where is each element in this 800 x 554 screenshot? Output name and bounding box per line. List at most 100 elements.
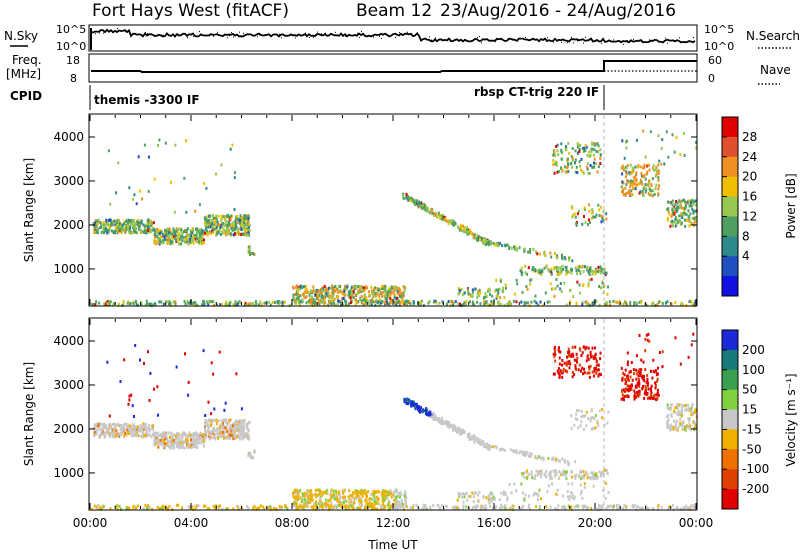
range-gate-cell xyxy=(160,506,163,510)
range-gate-cell xyxy=(595,360,598,363)
range-gate-cell xyxy=(234,300,237,304)
range-gate-cell xyxy=(318,490,321,494)
range-gate-cell xyxy=(552,153,555,157)
range-gate-cell xyxy=(302,292,305,296)
range-gate-cell xyxy=(676,205,679,209)
range-gate-cell xyxy=(626,180,629,184)
range-gate-cell xyxy=(594,215,597,219)
range-gate-cell xyxy=(694,300,697,304)
range-gate-cell xyxy=(234,303,237,307)
colorbar-tick-label: 20 xyxy=(742,170,757,184)
range-gate-cell xyxy=(134,430,137,434)
range-gate-cell xyxy=(461,224,464,228)
range-gate-cell xyxy=(441,420,444,424)
range-gate-cell xyxy=(93,430,96,434)
range-gate-cell xyxy=(573,505,576,509)
range-gate-cell xyxy=(242,436,245,440)
range-gate-cell xyxy=(529,454,532,458)
range-gate-cell xyxy=(247,506,250,510)
range-gate-cell xyxy=(179,227,181,231)
range-gate-cell xyxy=(140,300,143,304)
range-gate-cell xyxy=(520,300,523,304)
range-gate-cell xyxy=(205,434,208,438)
range-gate-cell xyxy=(682,213,685,217)
range-gate-cell xyxy=(396,296,399,300)
range-gate-cell xyxy=(330,504,333,508)
range-gate-cell xyxy=(351,506,354,510)
range-gate-cell xyxy=(318,492,321,496)
range-gate-cell xyxy=(499,278,502,282)
range-gate-cell xyxy=(332,301,335,305)
range-gate-cell xyxy=(452,423,455,427)
range-gate-cell xyxy=(461,229,464,233)
noise-dot xyxy=(481,42,482,44)
range-gate-cell xyxy=(586,371,589,375)
range-gate-cell xyxy=(339,300,342,304)
range-gate-cell xyxy=(329,493,332,497)
range-gate-cell xyxy=(488,444,491,447)
range-gate-cell xyxy=(315,301,318,305)
range-gate-cell xyxy=(504,491,507,495)
range-gate-cell xyxy=(622,193,625,197)
range-gate-cell xyxy=(236,228,239,232)
range-gate-cell xyxy=(322,287,325,291)
range-gate-cell xyxy=(505,507,508,511)
range-gate-cell xyxy=(605,302,608,306)
range-gate-cell xyxy=(128,220,131,224)
range-gate-cell xyxy=(579,270,582,274)
range-gate-cell xyxy=(339,288,342,292)
range-gate-cell xyxy=(647,507,650,511)
range-gate-cell xyxy=(555,469,557,473)
range-gate-cell xyxy=(119,222,121,226)
range-gate-cell xyxy=(238,423,241,426)
range-gate-cell xyxy=(106,222,109,226)
range-gate-cell xyxy=(242,427,244,431)
range-gate-cell xyxy=(163,442,166,446)
range-gate-cell xyxy=(357,300,360,303)
range-gate-cell xyxy=(156,505,159,509)
range-gate-cell xyxy=(116,507,119,511)
range-gate-cell xyxy=(331,496,334,500)
range-gate-cell xyxy=(607,285,609,289)
range-gate-cell xyxy=(580,369,582,373)
range-gate-cell xyxy=(528,503,531,507)
range-gate-cell xyxy=(164,300,167,303)
range-gate-cell xyxy=(315,507,318,511)
range-gate-cell xyxy=(320,504,323,508)
range-gate-cell xyxy=(203,182,206,185)
range-gate-cell xyxy=(467,288,469,292)
range-gate-cell xyxy=(621,507,624,510)
range-gate-cell xyxy=(520,273,523,277)
range-gate-cell xyxy=(169,436,171,440)
range-gate-cell xyxy=(363,491,366,495)
range-gate-cell xyxy=(125,424,128,428)
range-gate-cell xyxy=(578,147,581,151)
range-gate-cell xyxy=(339,502,341,506)
range-gate-cell xyxy=(206,232,209,236)
range-gate-cell xyxy=(299,303,302,307)
range-gate-cell xyxy=(421,410,424,414)
range-gate-cell xyxy=(506,498,509,502)
range-gate-cell xyxy=(402,294,405,298)
range-gate-cell xyxy=(104,229,107,233)
range-gate-cell xyxy=(451,300,454,304)
range-gate-cell xyxy=(481,504,484,508)
range-gate-cell xyxy=(555,473,558,476)
range-gate-cell xyxy=(424,409,427,413)
range-gate-cell xyxy=(560,166,562,170)
range-gate-cell xyxy=(674,218,677,221)
range-gate-cell xyxy=(657,187,660,191)
range-gate-cell xyxy=(440,215,443,219)
range-gate-cell xyxy=(389,506,392,510)
range-gate-cell xyxy=(571,259,574,263)
range-gate-cell xyxy=(403,507,405,511)
range-gate-cell xyxy=(313,300,316,304)
range-gate-cell xyxy=(191,237,194,241)
range-gate-cell xyxy=(634,187,637,191)
range-gate-cell xyxy=(473,440,476,443)
range-gate-cell xyxy=(301,286,304,289)
range-gate-cell xyxy=(586,355,589,359)
range-gate-cell xyxy=(678,199,681,203)
range-gate-cell xyxy=(167,300,169,304)
range-gate-cell xyxy=(119,424,122,428)
